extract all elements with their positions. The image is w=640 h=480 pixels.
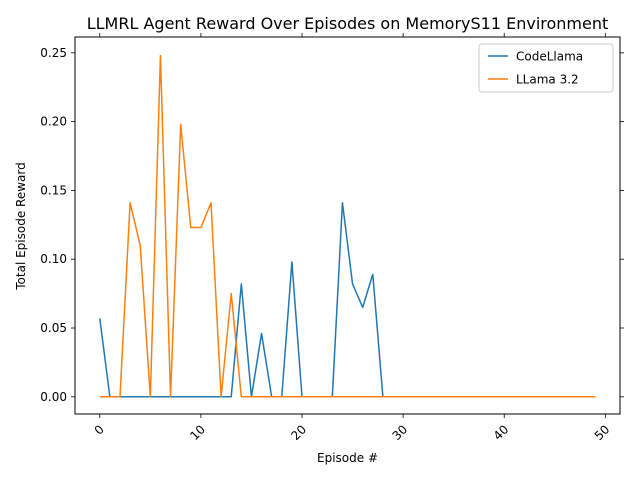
x-tick-label: 10 [187, 422, 208, 443]
plot-frame [74, 36, 621, 415]
y-axis: 0.00 0.05 0.10 0.15 0.20 0.25 [40, 46, 624, 404]
series-layer [99, 54, 596, 398]
y-tick-label: 0.20 [40, 115, 67, 129]
legend: CodeLlama LLama 3.2 [478, 43, 614, 93]
y-tick-label: 0.00 [40, 390, 67, 404]
y-axis-label: Total Episode Reward [14, 162, 28, 290]
series-line-1 [99, 54, 596, 398]
legend-label-llama: LLama 3.2 [516, 73, 579, 87]
x-axis-label: Episode # [317, 451, 378, 465]
y-tick-label: 0.10 [40, 252, 67, 266]
y-tick-label: 0.25 [40, 46, 67, 60]
x-tick-label: 0 [92, 422, 107, 437]
x-tick-label: 40 [491, 422, 512, 443]
x-tick-label: 30 [390, 422, 411, 443]
y-tick-label: 0.05 [40, 321, 67, 335]
y-tick-label: 0.15 [40, 183, 67, 197]
legend-label-codellama: CodeLlama [516, 50, 583, 64]
chart-title: LLMRL Agent Reward Over Episodes on Memo… [87, 14, 609, 33]
x-tick-label: 20 [288, 422, 309, 443]
legend-box [478, 43, 614, 93]
x-tick-label: 50 [592, 422, 613, 443]
